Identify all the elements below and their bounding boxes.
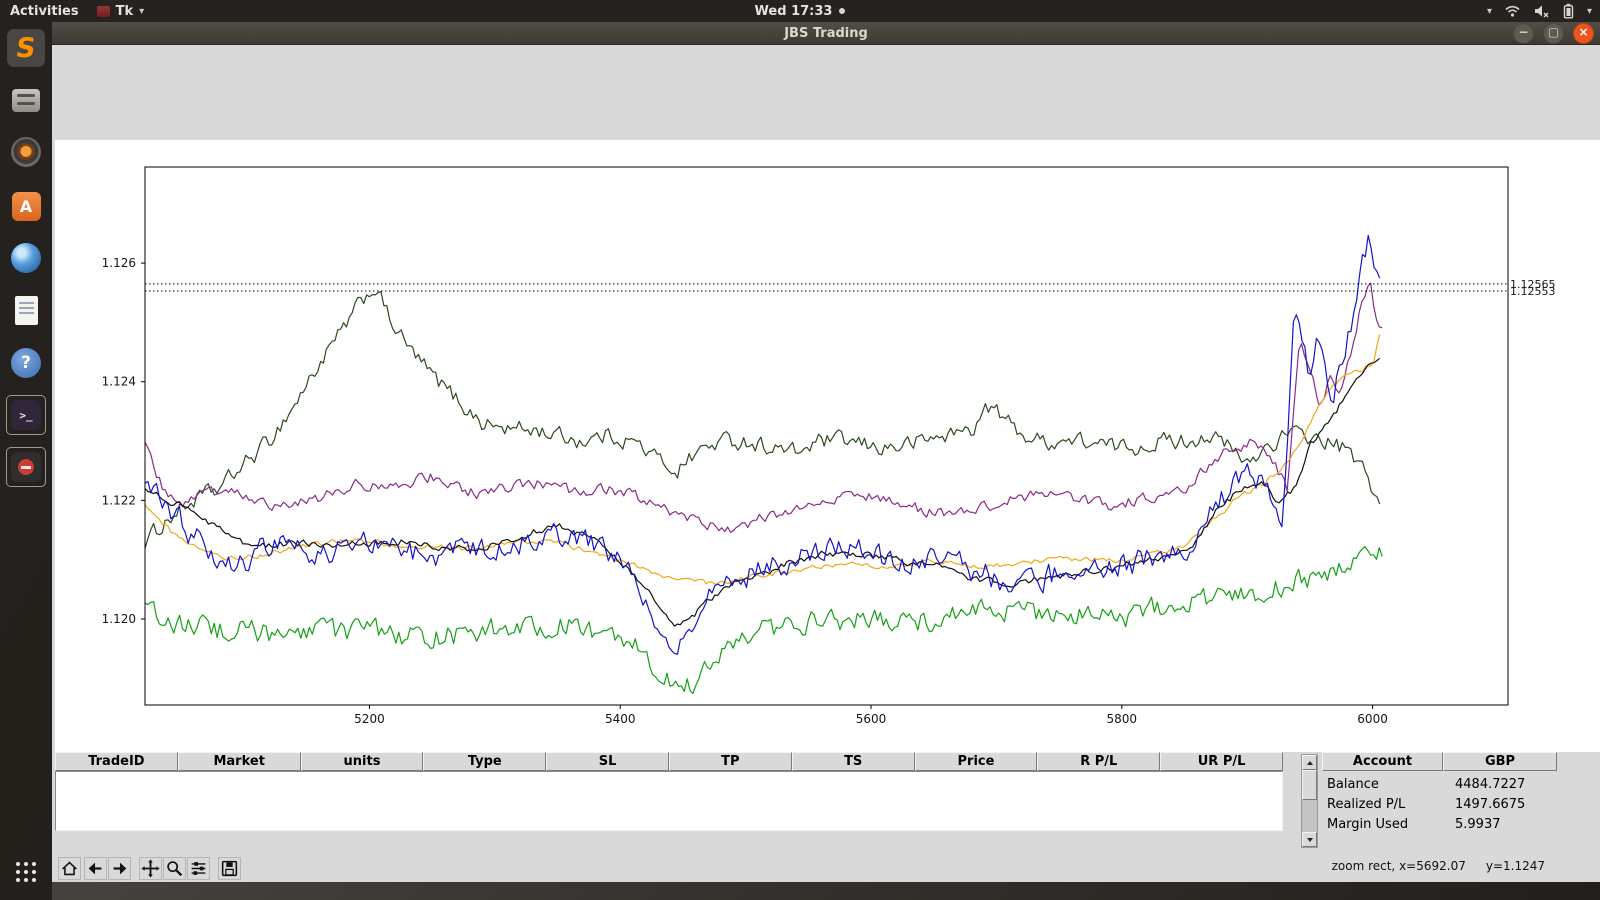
magnifier-icon bbox=[167, 861, 183, 877]
maximize-button[interactable]: ▢ bbox=[1543, 23, 1564, 44]
svg-text:5400: 5400 bbox=[605, 712, 636, 726]
svg-text:1.12553: 1.12553 bbox=[1510, 285, 1556, 298]
account-margin-row: Margin Used 5.9937 bbox=[1327, 816, 1501, 832]
volume-muted-icon bbox=[1534, 5, 1549, 18]
sublime-text-icon[interactable]: S bbox=[7, 29, 45, 67]
save-floppy-icon bbox=[221, 860, 238, 877]
col-urpl[interactable]: UR P/L bbox=[1160, 752, 1283, 771]
documents-app-icon[interactable] bbox=[7, 291, 45, 329]
tk-app-icon bbox=[96, 5, 110, 17]
cursor-y-status: y=1.1247 bbox=[1485, 859, 1545, 873]
svg-text:1.12565: 1.12565 bbox=[1510, 278, 1556, 291]
back-arrow-icon bbox=[88, 862, 102, 875]
chevron-down-icon: ▾ bbox=[1486, 5, 1492, 17]
show-applications-button[interactable] bbox=[7, 853, 45, 891]
svg-text:6000: 6000 bbox=[1357, 712, 1388, 726]
svg-text:5800: 5800 bbox=[1107, 712, 1138, 726]
account-realized-row: Realized P/L 1497.6675 bbox=[1327, 796, 1526, 812]
chevron-down-icon: ▾ bbox=[1586, 5, 1592, 17]
col-sl[interactable]: SL bbox=[546, 752, 669, 771]
camera-app-icon[interactable] bbox=[7, 133, 45, 171]
trades-table-body[interactable] bbox=[55, 771, 1283, 831]
app-menu-label: Tk bbox=[115, 3, 134, 19]
col-tradeid[interactable]: TradeID bbox=[55, 752, 178, 771]
terminal-icon[interactable]: >_ bbox=[7, 396, 45, 434]
account-balance-row: Balance 4484.7227 bbox=[1327, 776, 1526, 792]
balance-value: 4484.7227 bbox=[1455, 776, 1526, 792]
trades-table-header: TradeID Market units Type SL TP TS Price… bbox=[55, 752, 1283, 771]
svg-text:1.122: 1.122 bbox=[102, 493, 136, 507]
sliders-icon bbox=[191, 862, 206, 875]
col-units[interactable]: units bbox=[300, 752, 424, 771]
svg-text:1.124: 1.124 bbox=[102, 375, 136, 389]
scrollbar-trough[interactable] bbox=[1302, 800, 1317, 832]
mpl-zoom-button[interactable] bbox=[163, 857, 186, 880]
screen-recorder-icon[interactable] bbox=[7, 448, 45, 486]
dock: S A ? >_ bbox=[0, 22, 52, 900]
mpl-forward-button[interactable] bbox=[108, 857, 131, 880]
col-market[interactable]: Market bbox=[177, 752, 301, 771]
scroll-up-icon[interactable] bbox=[1302, 755, 1317, 770]
account-title: Account bbox=[1322, 752, 1443, 771]
scroll-down-icon[interactable] bbox=[1302, 832, 1317, 847]
svg-text:5600: 5600 bbox=[856, 712, 887, 726]
mpl-pan-button[interactable] bbox=[139, 857, 162, 880]
activities-button[interactable]: Activities bbox=[10, 3, 79, 19]
mpl-configure-button[interactable] bbox=[187, 857, 210, 880]
home-icon bbox=[62, 861, 77, 876]
software-store-icon[interactable]: A bbox=[7, 187, 45, 225]
gnome-top-bar: Activities Tk ▾ Wed 17:33 ▾ bbox=[0, 0, 1600, 22]
window-titlebar[interactable]: JBS Trading − ▢ × bbox=[52, 22, 1600, 45]
help-icon[interactable]: ? bbox=[7, 344, 45, 382]
account-currency: GBP bbox=[1443, 752, 1557, 771]
app-menu[interactable]: Tk ▾ bbox=[96, 3, 145, 19]
close-button[interactable]: × bbox=[1573, 23, 1594, 44]
col-rpl[interactable]: R P/L bbox=[1037, 752, 1161, 771]
col-price[interactable]: Price bbox=[914, 752, 1038, 771]
clock[interactable]: Wed 17:33 bbox=[0, 0, 1600, 22]
svg-text:1.126: 1.126 bbox=[102, 256, 136, 270]
trades-scrollbar[interactable] bbox=[1301, 754, 1318, 848]
margin-used-value: 5.9937 bbox=[1455, 816, 1501, 832]
col-type[interactable]: Type bbox=[423, 752, 547, 771]
realized-pl-value: 1497.6675 bbox=[1455, 796, 1526, 812]
pan-move-icon bbox=[141, 859, 160, 878]
col-tp[interactable]: TP bbox=[668, 752, 792, 771]
svg-text:5200: 5200 bbox=[354, 712, 385, 726]
zoom-status: zoom rect, x=5692.07 bbox=[1331, 859, 1466, 873]
col-ts[interactable]: TS bbox=[791, 752, 915, 771]
mpl-back-button[interactable] bbox=[84, 857, 107, 880]
files-archive-icon[interactable] bbox=[7, 81, 45, 119]
svg-text:1.120: 1.120 bbox=[102, 612, 136, 626]
mpl-save-button[interactable] bbox=[218, 857, 241, 880]
system-tray[interactable]: ▾ ▾ bbox=[1487, 0, 1592, 22]
wifi-icon bbox=[1505, 5, 1520, 17]
scrollbar-thumb[interactable] bbox=[1302, 770, 1317, 800]
browser-icon[interactable] bbox=[7, 239, 45, 277]
clock-label: Wed 17:33 bbox=[754, 3, 833, 19]
mpl-statusbar: zoom rect, x=5692.07 y=1.1247 bbox=[900, 859, 1545, 873]
window-title: JBS Trading bbox=[784, 25, 868, 41]
chevron-down-icon: ▾ bbox=[139, 5, 145, 17]
mpl-home-button[interactable] bbox=[58, 857, 81, 880]
account-header: Account GBP bbox=[1322, 752, 1557, 771]
minimize-button[interactable]: − bbox=[1513, 23, 1534, 44]
forward-arrow-icon bbox=[113, 862, 127, 875]
notification-dot-icon bbox=[839, 8, 846, 14]
price-chart[interactable]: 5200 5400 5600 5800 6000 1.120 1.122 1.124 1.126… bbox=[55, 140, 1600, 752]
battery-icon bbox=[1563, 3, 1574, 19]
